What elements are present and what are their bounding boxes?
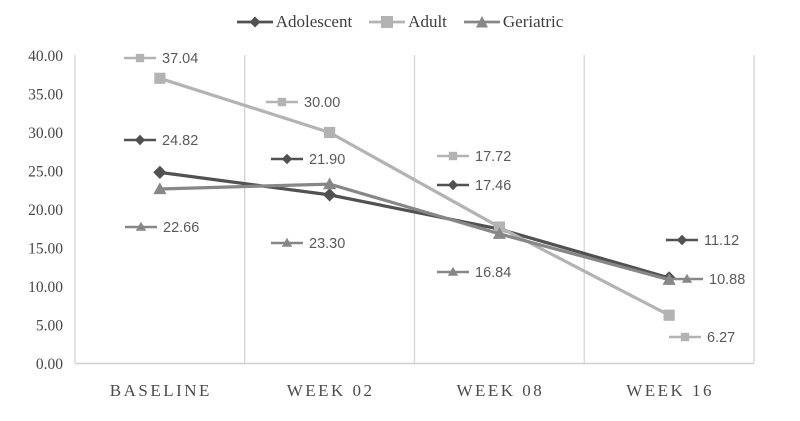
data-point-adolescent [153, 165, 167, 179]
data-label-geriatric: 22.66 [163, 220, 199, 236]
chart-legend: Adolescent Adult Geriatric [0, 13, 800, 30]
data-label-key-marker [447, 179, 459, 191]
data-label-key-marker [681, 273, 693, 283]
data-label-adult: 37.04 [162, 51, 198, 67]
legend-label-adult: Adult [408, 12, 447, 31]
data-label-adult: 6.27 [707, 330, 735, 346]
data-label-key-marker [135, 221, 147, 231]
data-label-key-marker [447, 266, 459, 276]
data-point-adolescent [323, 188, 337, 202]
data-label-key-marker [676, 234, 688, 246]
data-point-geriatric [662, 273, 676, 285]
series-line-adolescent [159, 170, 670, 280]
square-marker-icon [369, 15, 406, 28]
data-label-geriatric: 16.84 [475, 265, 511, 281]
x-axis-category-label: BASELINE [110, 381, 212, 400]
data-label-geriatric: 23.30 [309, 236, 345, 252]
data-point-adult [154, 72, 166, 84]
series-line-adult [159, 76, 670, 317]
data-point-geriatric [153, 182, 167, 195]
diamond-marker-icon [236, 16, 273, 27]
data-label-adolescent: 17.46 [475, 178, 511, 194]
series-line-geriatric [159, 182, 670, 282]
x-axis-category-label: WEEK 08 [456, 381, 544, 400]
data-label-key-marker [134, 134, 146, 146]
data-point-geriatric [492, 227, 506, 239]
legend-label-geriatric: Geriatric [502, 12, 564, 31]
y-axis-tick-label: 30.00 [28, 125, 63, 142]
x-axis-category-label: WEEK 16 [626, 381, 714, 400]
data-label-adolescent: 11.12 [704, 233, 739, 249]
data-point-adult [493, 221, 505, 233]
legend-item-geriatric: Geriatric [463, 12, 564, 31]
triangle-marker-icon [463, 15, 500, 27]
legend-item-adult: Adult [369, 13, 447, 30]
data-point-geriatric [323, 177, 337, 190]
y-axis-tick-label: 10.00 [28, 279, 63, 296]
data-point-adult [663, 309, 675, 321]
data-point-adult [324, 126, 336, 139]
y-axis-tick-label: 35.00 [28, 87, 63, 104]
data-label-geriatric: 10.88 [709, 272, 745, 288]
data-label-key-marker [281, 237, 293, 247]
data-label-adolescent: 21.90 [309, 152, 345, 168]
data-label-key-marker [281, 153, 293, 165]
legend-item-adolescent: Adolescent [236, 12, 353, 31]
legend-label-adolescent: Adolescent [275, 12, 353, 31]
y-axis-tick-label: 0.00 [36, 356, 63, 373]
data-label-key-marker [448, 151, 458, 161]
y-axis-tick-label: 5.00 [36, 318, 63, 335]
data-label-adolescent: 24.82 [162, 133, 198, 149]
x-axis-category-label: WEEK 02 [287, 381, 375, 400]
y-axis-tick-label: 20.00 [28, 202, 63, 219]
data-label-key-marker [135, 53, 145, 63]
data-label-key-marker [680, 332, 690, 342]
y-axis-tick-label: 25.00 [28, 164, 63, 181]
data-label-key-marker [277, 97, 287, 107]
y-axis-tick-label: 40.00 [28, 48, 63, 65]
data-label-adult: 17.72 [475, 149, 511, 165]
y-axis-tick-label: 15.00 [28, 241, 63, 258]
data-label-adult: 30.00 [304, 95, 340, 111]
